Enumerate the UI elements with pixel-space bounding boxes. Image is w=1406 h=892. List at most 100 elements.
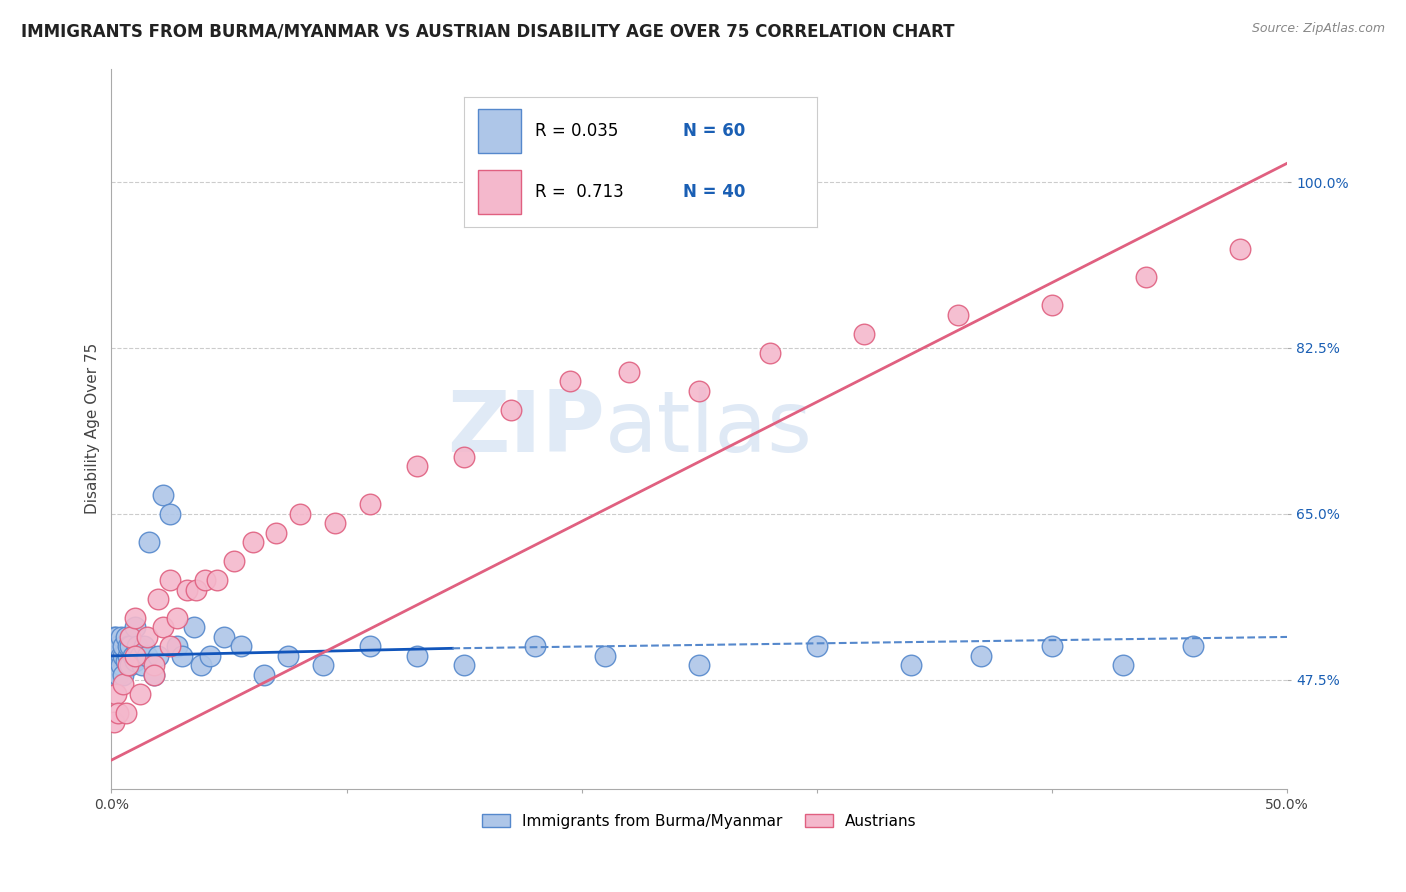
- Point: [120, 658, 142, 673]
- Point: [222, 554, 245, 568]
- Point: [190, 658, 212, 673]
- Point: [946, 308, 969, 322]
- Point: [159, 507, 181, 521]
- Point: [152, 620, 174, 634]
- Point: [124, 648, 146, 663]
- Point: [1040, 298, 1063, 312]
- Point: [359, 497, 381, 511]
- Text: ZIP: ZIP: [447, 387, 605, 470]
- Point: [142, 668, 165, 682]
- Point: [103, 630, 125, 644]
- Point: [523, 640, 546, 654]
- Point: [107, 658, 129, 673]
- Point: [166, 611, 188, 625]
- Point: [1182, 640, 1205, 654]
- Point: [107, 706, 129, 720]
- Point: [152, 488, 174, 502]
- Point: [453, 450, 475, 464]
- Point: [107, 668, 129, 682]
- Point: [128, 648, 150, 663]
- Point: [900, 658, 922, 673]
- Point: [970, 648, 993, 663]
- Point: [1111, 658, 1133, 673]
- Point: [131, 658, 153, 673]
- Point: [127, 640, 149, 654]
- Point: [110, 658, 132, 673]
- Point: [148, 648, 170, 663]
- Point: [170, 648, 193, 663]
- Point: [110, 630, 132, 644]
- Text: Source: ZipAtlas.com: Source: ZipAtlas.com: [1251, 22, 1385, 36]
- Point: [198, 648, 221, 663]
- Point: [264, 525, 287, 540]
- Point: [134, 640, 156, 654]
- Point: [759, 345, 782, 359]
- Point: [110, 648, 132, 663]
- Point: [1040, 640, 1063, 654]
- Point: [107, 648, 129, 663]
- Y-axis label: Disability Age Over 75: Disability Age Over 75: [86, 343, 100, 514]
- Point: [117, 658, 139, 673]
- Point: [688, 384, 710, 398]
- Point: [323, 516, 346, 531]
- Point: [142, 658, 165, 673]
- Point: [148, 592, 170, 607]
- Point: [194, 573, 217, 587]
- Point: [105, 630, 128, 644]
- Point: [103, 715, 125, 730]
- Point: [103, 648, 125, 663]
- Point: [112, 640, 135, 654]
- Point: [105, 640, 128, 654]
- Point: [138, 535, 160, 549]
- Point: [207, 573, 229, 587]
- Point: [159, 573, 181, 587]
- Point: [242, 535, 264, 549]
- Point: [214, 630, 236, 644]
- Point: [117, 648, 139, 663]
- Point: [105, 658, 128, 673]
- Point: [166, 640, 188, 654]
- Point: [406, 648, 429, 663]
- Text: atlas: atlas: [605, 387, 813, 470]
- Point: [121, 648, 143, 663]
- Point: [277, 648, 299, 663]
- Point: [359, 640, 381, 654]
- Point: [112, 668, 135, 682]
- Point: [1229, 242, 1251, 256]
- Point: [105, 648, 128, 663]
- Point: [120, 640, 142, 654]
- Point: [105, 687, 128, 701]
- Point: [184, 582, 207, 597]
- Text: IMMIGRANTS FROM BURMA/MYANMAR VS AUSTRIAN DISABILITY AGE OVER 75 CORRELATION CHA: IMMIGRANTS FROM BURMA/MYANMAR VS AUSTRIA…: [21, 22, 955, 40]
- Point: [124, 611, 146, 625]
- Point: [117, 640, 139, 654]
- Point: [142, 668, 165, 682]
- Point: [593, 648, 616, 663]
- Point: [229, 640, 252, 654]
- Point: [112, 677, 135, 691]
- Point: [103, 658, 125, 673]
- Point: [124, 620, 146, 634]
- Point: [312, 658, 335, 673]
- Point: [406, 459, 429, 474]
- Point: [183, 620, 205, 634]
- Point: [103, 640, 125, 654]
- Point: [107, 640, 129, 654]
- Point: [114, 706, 136, 720]
- Point: [120, 630, 142, 644]
- Point: [103, 668, 125, 682]
- Point: [114, 630, 136, 644]
- Point: [453, 658, 475, 673]
- Point: [128, 687, 150, 701]
- Point: [852, 326, 875, 341]
- Point: [135, 630, 157, 644]
- Point: [114, 654, 136, 668]
- Point: [176, 582, 198, 597]
- Point: [1135, 269, 1157, 284]
- Point: [112, 648, 135, 663]
- Legend: Immigrants from Burma/Myanmar, Austrians: Immigrants from Burma/Myanmar, Austrians: [477, 807, 922, 835]
- Point: [159, 640, 181, 654]
- Point: [124, 654, 146, 668]
- Point: [288, 507, 311, 521]
- Point: [135, 648, 157, 663]
